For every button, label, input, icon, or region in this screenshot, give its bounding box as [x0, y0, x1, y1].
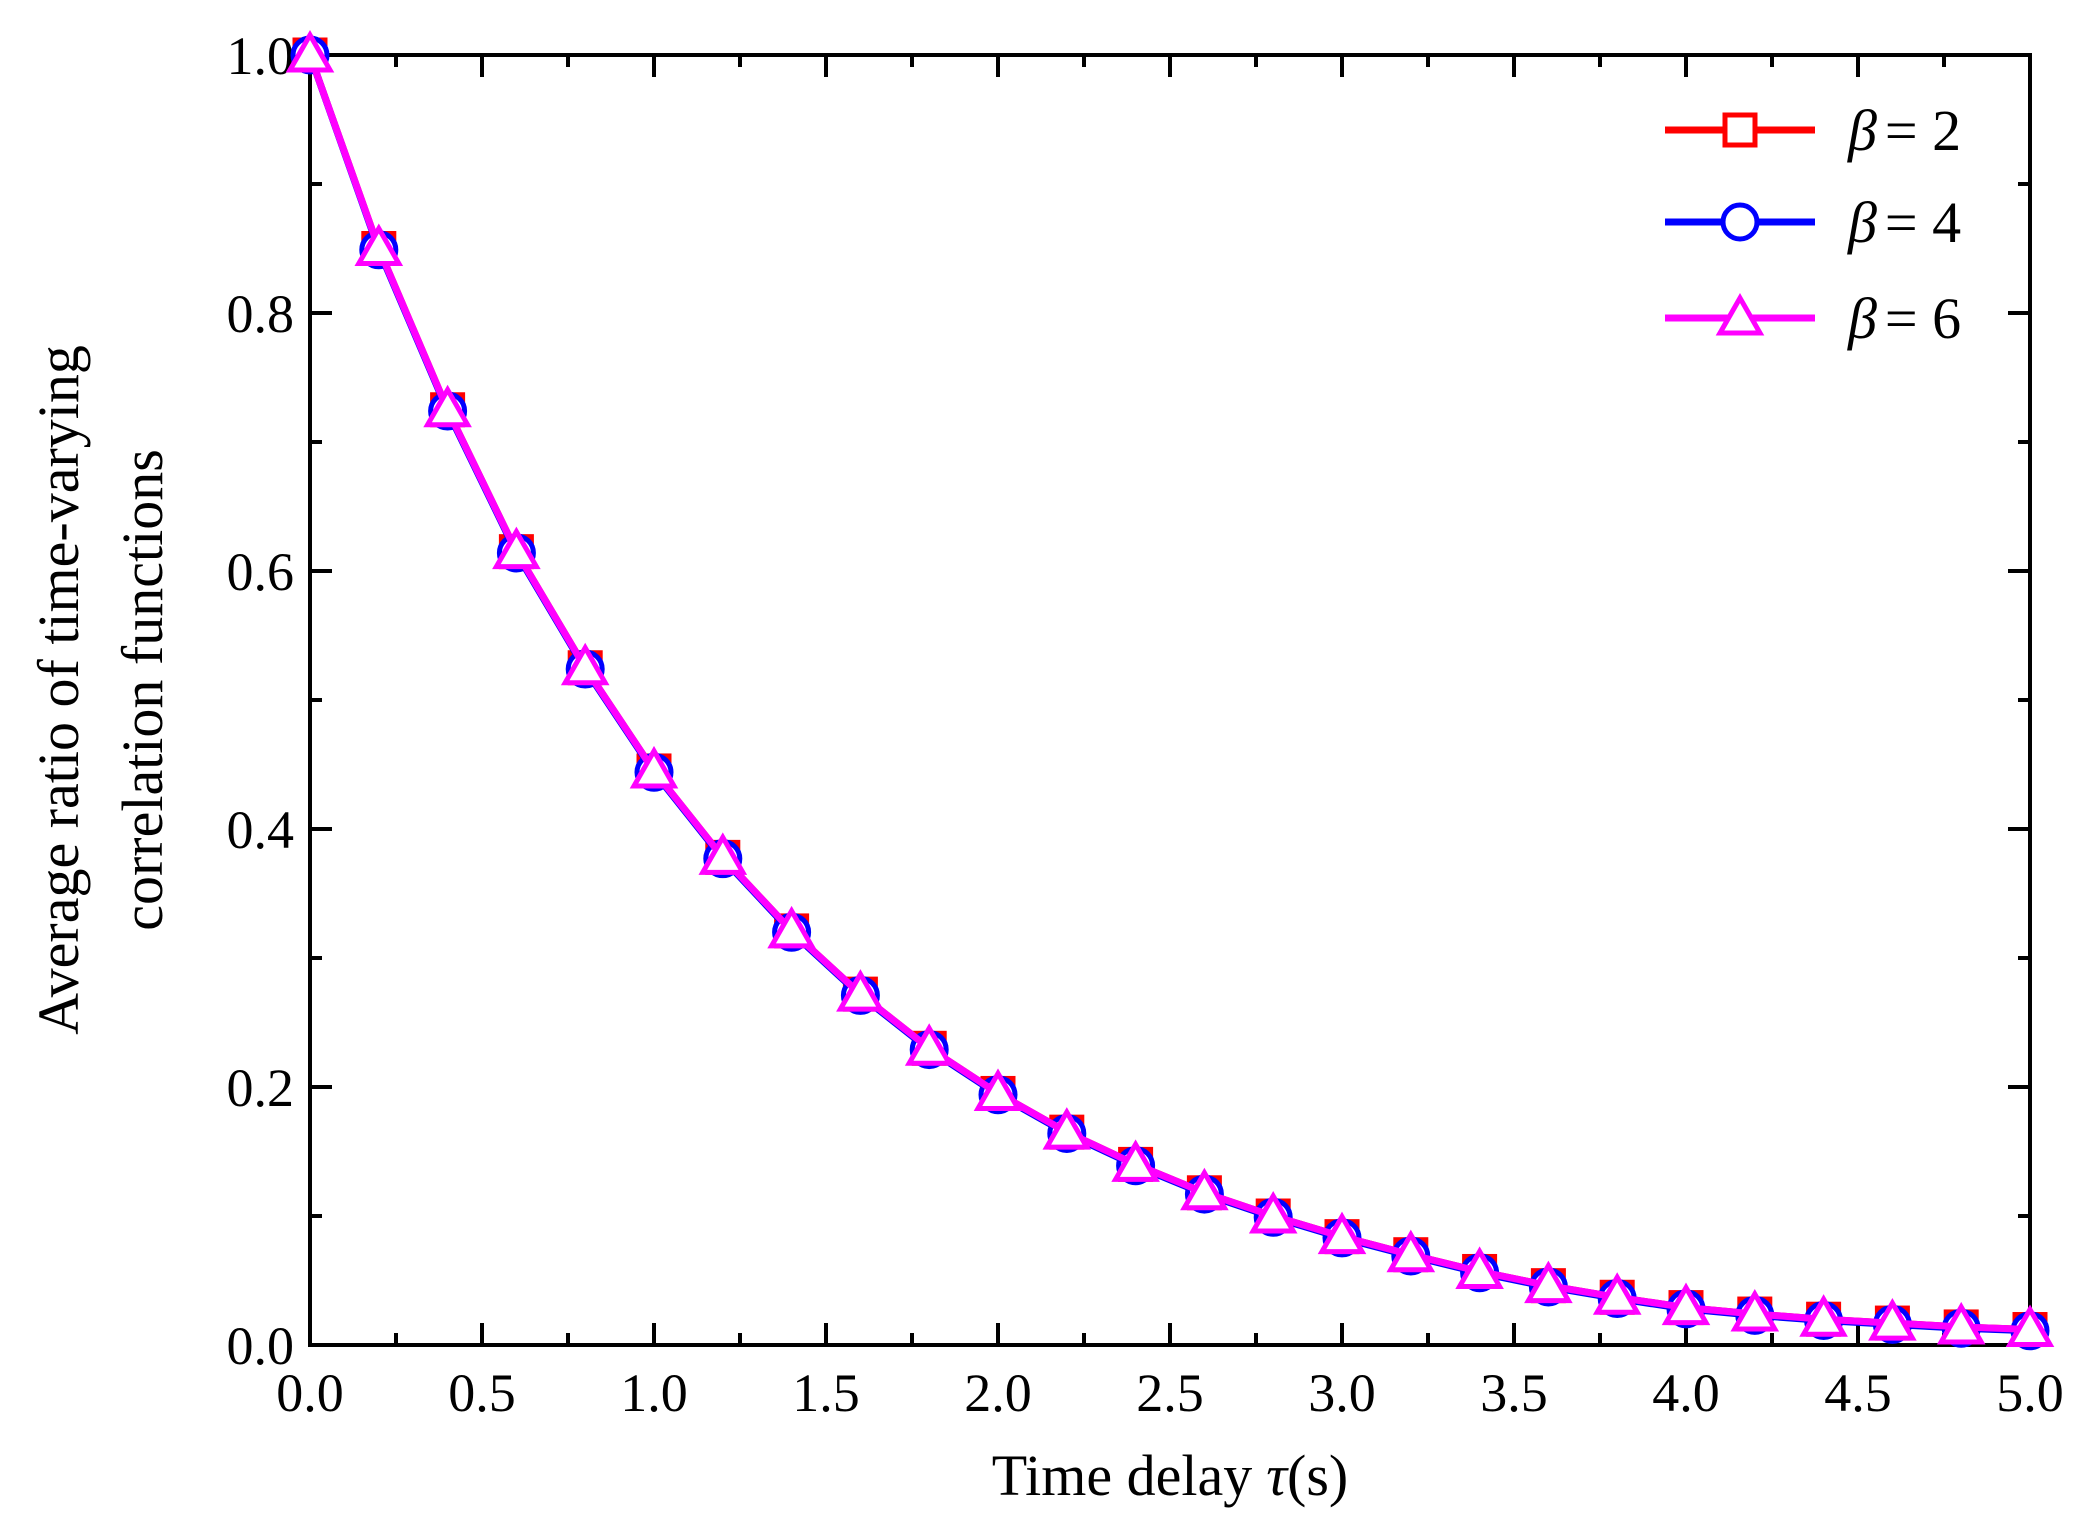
x-axis-title-unit: (s) [1287, 1443, 1348, 1508]
data-point-marker [354, 223, 404, 266]
legend-label: β = 4 [1847, 190, 1961, 255]
legend-label-value: = 4 [1885, 190, 1961, 255]
data-point-marker [1592, 1272, 1642, 1315]
data-point-marker [2005, 1304, 2055, 1348]
y-axis-title-line1: Average ratio of time-varying [26, 345, 91, 1035]
data-point-marker [492, 526, 541, 570]
legend: β = 2β = 4β = 6 [1665, 98, 1961, 351]
data-point-marker [629, 745, 679, 789]
data-point-marker [698, 832, 748, 875]
x-tick-label: 2.0 [964, 1363, 1032, 1423]
legend-label: β = 6 [1847, 286, 1961, 351]
data-point-marker [973, 1068, 1023, 1111]
data-point-marker [1317, 1211, 1367, 1255]
x-axis-title-text: Time delay [992, 1443, 1252, 1508]
legend-item: β = 2 [1665, 98, 1961, 163]
data-point-marker [285, 29, 335, 73]
data-point-marker [1730, 1289, 1780, 1332]
legend-marker [1722, 112, 1758, 148]
series-layer [285, 29, 2055, 1351]
legend-label-symbol: β [1847, 286, 1877, 351]
legend-marker [1720, 202, 1760, 242]
legend-item: β = 4 [1665, 190, 1961, 255]
y-tick-label: 0.0 [227, 1316, 295, 1376]
y-tick-label: 0.4 [227, 800, 295, 860]
data-point-marker [1180, 1167, 1229, 1211]
data-point-marker [904, 1023, 954, 1066]
data-point-marker [836, 969, 885, 1012]
x-tick-label: 0.0 [276, 1363, 344, 1423]
y-tick-label: 0.8 [227, 284, 295, 344]
data-point-marker [1042, 1107, 1092, 1150]
x-axis-ticks [308, 55, 2032, 1345]
y-axis-title-line2: correlation functions [110, 449, 175, 931]
data-point-marker [1455, 1246, 1504, 1289]
x-tick-label: 3.5 [1480, 1363, 1548, 1423]
data-point-marker [423, 384, 472, 428]
y-tick-label: 0.6 [227, 542, 295, 602]
legend-marker [1715, 292, 1765, 336]
x-axis-title: Time delay τ(s) [992, 1443, 1348, 1508]
y-tick-label: 1.0 [227, 26, 295, 86]
x-tick-label: 1.0 [620, 1363, 688, 1423]
data-point-marker [1936, 1301, 1986, 1345]
legend-label-symbol: β [1847, 98, 1877, 163]
legend-label-symbol: β [1847, 190, 1877, 255]
data-point-marker [1386, 1229, 1436, 1273]
data-point-marker [1661, 1282, 1711, 1326]
x-axis-tick-labels: 0.0 0.5 1.0 1.5 2.0 2.5 3.0 3.5 4.0 4.5 5.0 [276, 1363, 2064, 1423]
y-tick-label: 0.2 [227, 1058, 295, 1118]
data-point-marker [1524, 1260, 1573, 1304]
x-tick-label: 5.0 [1996, 1363, 2064, 1423]
x-tick-label: 4.5 [1824, 1363, 1892, 1423]
legend-label-value: = 2 [1885, 98, 1961, 163]
x-tick-label: 1.5 [792, 1363, 860, 1423]
data-point-marker [1868, 1298, 1917, 1341]
data-point-marker [1248, 1190, 1298, 1234]
legend-label: β = 2 [1847, 98, 1961, 163]
data-point-marker [767, 905, 816, 949]
data-point-marker [1799, 1294, 1848, 1337]
x-tick-label: 3.0 [1308, 1363, 1376, 1423]
x-tick-label: 0.5 [448, 1363, 516, 1423]
legend-label-value: = 6 [1885, 286, 1961, 351]
data-point-marker [1111, 1139, 1160, 1182]
legend-item: β = 6 [1665, 286, 1961, 351]
y-axis-tick-labels: 0.0 0.2 0.4 0.6 0.8 1.0 [227, 26, 295, 1376]
x-tick-label: 4.0 [1652, 1363, 1720, 1423]
series-3 [285, 29, 2055, 1348]
x-tick-label: 2.5 [1136, 1363, 1204, 1423]
y-axis-title: Average ratio of time-varying correlatio… [26, 345, 175, 1035]
data-point-marker [560, 642, 610, 686]
x-axis-title-symbol: τ [1266, 1443, 1289, 1508]
